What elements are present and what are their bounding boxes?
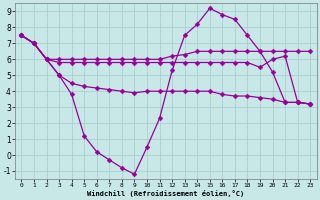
X-axis label: Windchill (Refroidissement éolien,°C): Windchill (Refroidissement éolien,°C) [87, 190, 244, 197]
